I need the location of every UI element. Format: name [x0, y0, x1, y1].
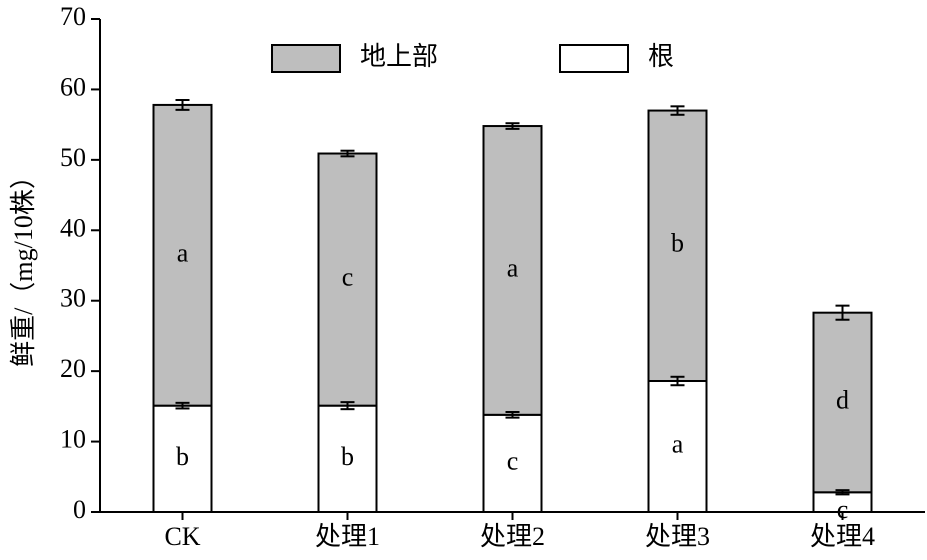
significance-letter: c	[507, 446, 519, 475]
bar-segment	[152, 404, 213, 514]
x-tick-label: 处理4	[810, 522, 875, 551]
significance-letter: a	[672, 429, 684, 458]
y-tick-label: 70	[60, 2, 86, 31]
x-tick-label: 处理1	[315, 522, 380, 551]
error-bar	[505, 410, 520, 419]
error-bar	[340, 149, 355, 158]
bar-segment	[482, 125, 543, 416]
significance-letter: b	[176, 442, 189, 471]
error-bar	[340, 401, 355, 411]
error-bar	[175, 98, 190, 111]
x-tick-label: 处理3	[645, 522, 710, 551]
error-bar	[835, 304, 850, 321]
significance-letter: d	[836, 385, 849, 414]
error-bar	[175, 401, 190, 410]
bar-segment	[482, 413, 543, 513]
y-tick-label: 0	[73, 495, 86, 524]
error-bar	[835, 489, 850, 496]
significance-letter: b	[671, 229, 684, 258]
y-tick-label: 20	[60, 354, 86, 383]
error-bar	[670, 105, 685, 116]
significance-letter: a	[507, 253, 519, 282]
legend-swatch	[559, 44, 629, 73]
legend-label: 地上部	[360, 42, 438, 71]
significance-letter: c	[342, 263, 354, 292]
legend-label: 根	[648, 42, 674, 71]
y-tick-label: 40	[60, 213, 86, 242]
y-axis-label: 鲜重/（mg/10株）	[9, 163, 38, 367]
y-tick-label: 60	[60, 72, 86, 101]
y-tick-label: 10	[60, 425, 86, 454]
bar-segment	[812, 311, 873, 494]
bar-segment	[647, 380, 708, 514]
error-bar	[670, 375, 685, 387]
error-bar	[505, 122, 520, 130]
legend-swatch	[271, 44, 341, 73]
x-tick-label: 处理2	[480, 522, 545, 551]
significance-letter: b	[341, 442, 354, 471]
y-tick-label: 50	[60, 143, 86, 172]
y-tick-label: 30	[60, 284, 86, 313]
significance-letter: a	[177, 238, 189, 267]
bar-segment	[152, 103, 213, 407]
bar-segment	[317, 152, 378, 407]
x-tick-label: CK	[164, 522, 200, 551]
significance-letter: c	[837, 495, 849, 524]
